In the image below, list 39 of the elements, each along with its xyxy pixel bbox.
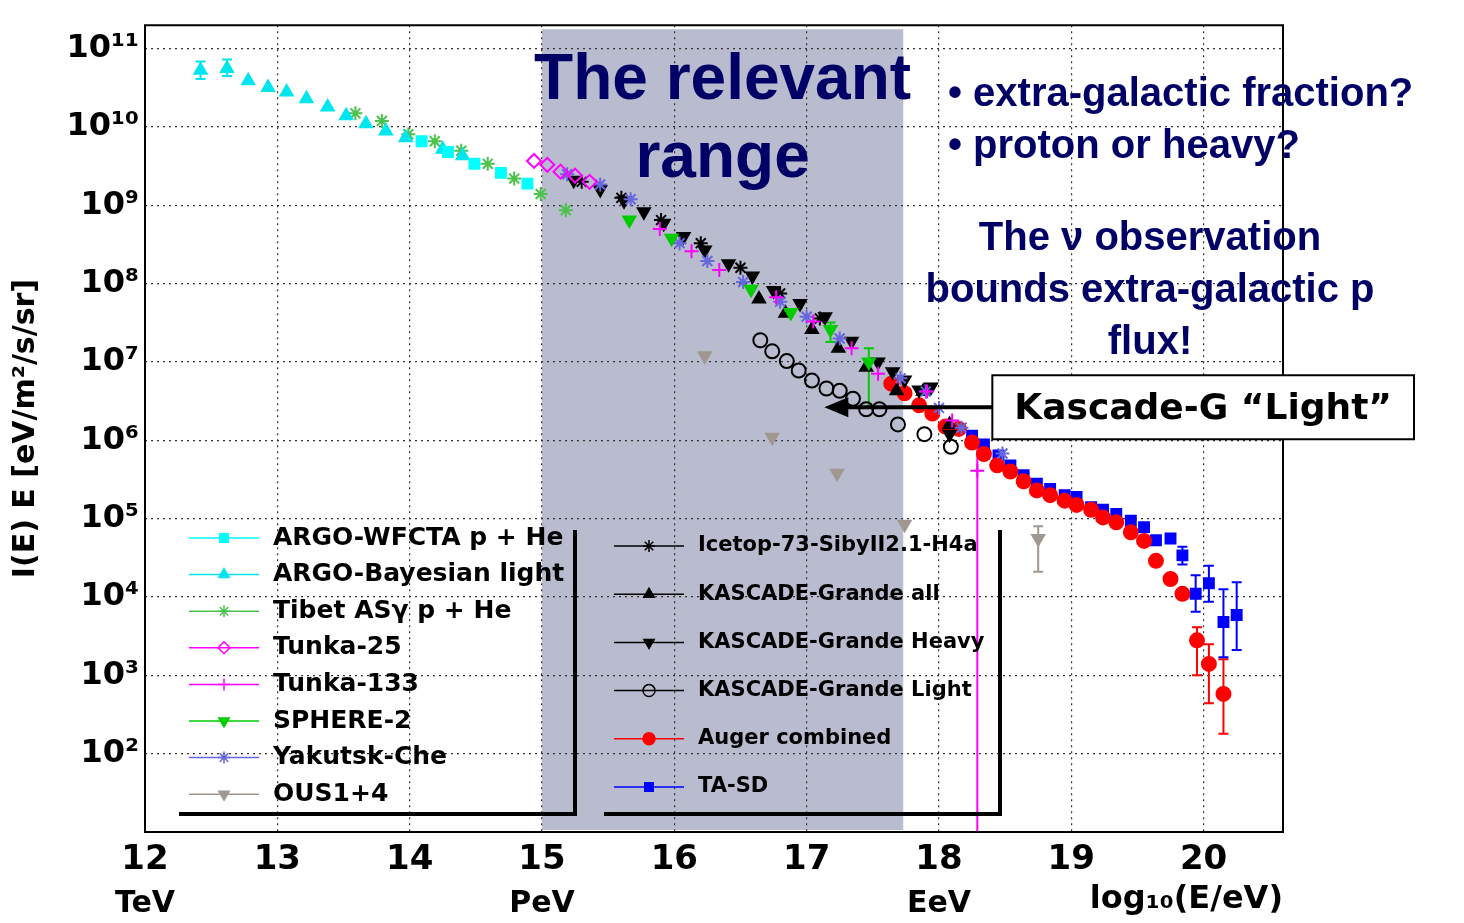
y-tick-label: 10⁶ [80, 418, 139, 457]
y-tick-label: 10³ [80, 653, 139, 692]
legend-label: ARGO-WFCTA p + He [273, 521, 564, 551]
y-tick-label: 10⁵ [80, 497, 139, 536]
x-tick-label: 14 [385, 837, 434, 878]
x-tick-label: 20 [1179, 837, 1228, 878]
x-tick-label: 19 [1047, 837, 1095, 878]
x-axis-title: log₁₀(E/eV) [1089, 878, 1283, 917]
legend-label: OUS1+4 [273, 777, 389, 807]
x-tick-label: 16 [650, 837, 698, 878]
legend-label: Tunka-25 [273, 631, 402, 661]
text: TeV [114, 883, 176, 919]
text: PeV [509, 883, 576, 919]
y-tick-label: 10⁷ [80, 340, 139, 379]
legend-label: Icetop-73-SibyII2.1-H4a [698, 532, 978, 557]
y-tick-label: 10² [80, 731, 139, 770]
x-tick-label: 18 [915, 837, 963, 878]
legend-label: Tibet ASγ p + He [273, 594, 512, 624]
annotation: Kascade-G “Light” [1014, 385, 1393, 427]
y-tick-label: 10⁹ [80, 183, 139, 222]
band-label: The relevant range [534, 40, 912, 191]
y-tick-label: 10⁸ [80, 262, 139, 301]
y-axis-title: I(E) E [eV/m²/s/sr] [5, 278, 41, 579]
legend-label: Yakutsk-Che [272, 741, 448, 771]
x-tick-label: 17 [782, 837, 831, 878]
x-tick-label: 15 [518, 837, 566, 878]
legend-label: ARGO-Bayesian light [273, 558, 565, 588]
y-tick-label: 10¹¹ [66, 27, 139, 66]
legend-label: KASCADE-Grande all [698, 580, 940, 605]
y-tick-label: 10¹⁰ [66, 105, 139, 144]
x-tick-label: 13 [253, 837, 301, 878]
y-tick-label: 10⁴ [80, 575, 139, 614]
text: EeV [906, 883, 972, 919]
legend-label: TA-SD [698, 773, 769, 798]
legend-label: Auger combined [698, 725, 892, 750]
legend-label: KASCADE-Grande Light [698, 677, 972, 702]
legend-label: Tunka-133 [273, 667, 419, 697]
legend-label: SPHERE-2 [273, 704, 412, 734]
x-tick-label: 12 [121, 837, 169, 878]
